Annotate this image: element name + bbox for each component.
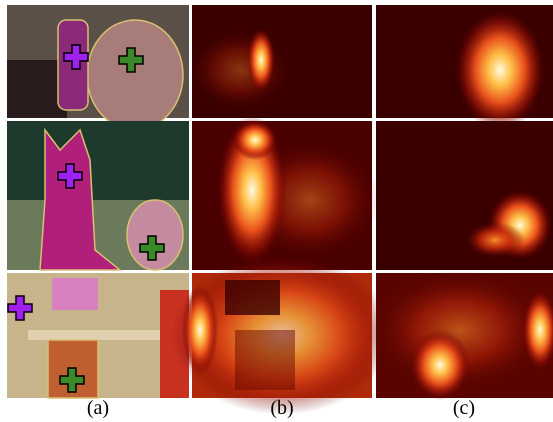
column-label: (b) [270,397,293,419]
input-images [7,5,189,398]
column-label: (c) [453,397,475,419]
column-label: (a) [87,397,109,419]
figure: (a) (b) (c) [0,0,553,422]
heatmaps-c [370,5,553,400]
heatmaps-b [172,5,392,415]
